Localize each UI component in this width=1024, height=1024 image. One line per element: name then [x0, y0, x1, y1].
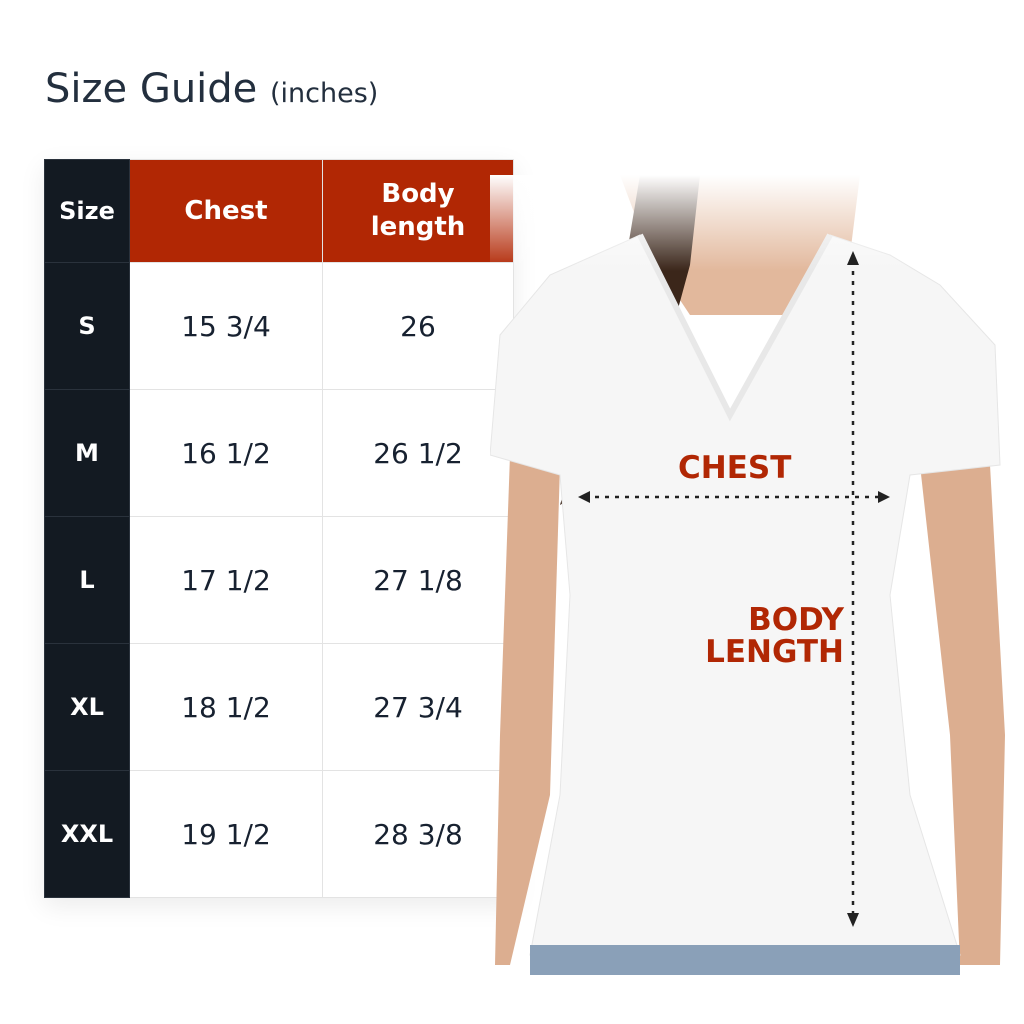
cell-body-length: 26: [322, 262, 514, 390]
cell-chest: 15 3/4: [129, 262, 323, 390]
header-body-length: Body length: [322, 159, 514, 263]
table-row: XXL 19 1/2 28 3/8: [44, 770, 514, 898]
table-row: XL 18 1/2 27 3/4: [44, 643, 514, 771]
title-text: Size Guide: [45, 66, 258, 112]
table-row: M 16 1/2 26 1/2: [44, 389, 514, 517]
header-size: Size: [44, 159, 130, 263]
page-title: Size Guide (inches): [45, 66, 378, 112]
cell-body-length: 26 1/2: [322, 389, 514, 517]
chest-label: CHEST: [678, 450, 792, 486]
cell-chest: 16 1/2: [129, 389, 323, 517]
body-label-line2: LENGTH: [705, 634, 844, 670]
cell-chest: 19 1/2: [129, 770, 323, 898]
body-label-line1: BODY: [748, 602, 844, 638]
title-unit: (inches): [270, 78, 379, 109]
size-table: Size Chest Body length S 15 3/4 26 M 16 1/2 26…: [44, 159, 514, 898]
cell-chest: 18 1/2: [129, 643, 323, 771]
cell-size: L: [44, 516, 130, 644]
cell-size: S: [44, 262, 130, 390]
cell-size: XL: [44, 643, 130, 771]
model-photo: [490, 175, 1024, 975]
cell-size: M: [44, 389, 130, 517]
table-header-row: Size Chest Body length: [44, 159, 514, 263]
body-length-label: BODY LENGTH: [705, 604, 844, 668]
cell-chest: 17 1/2: [129, 516, 323, 644]
cell-body-length: 27 3/4: [322, 643, 514, 771]
cell-size: XXL: [44, 770, 130, 898]
header-chest: Chest: [129, 159, 323, 263]
cell-body-length: 28 3/8: [322, 770, 514, 898]
table-row: L 17 1/2 27 1/8: [44, 516, 514, 644]
table-row: S 15 3/4 26: [44, 262, 514, 390]
cell-body-length: 27 1/8: [322, 516, 514, 644]
